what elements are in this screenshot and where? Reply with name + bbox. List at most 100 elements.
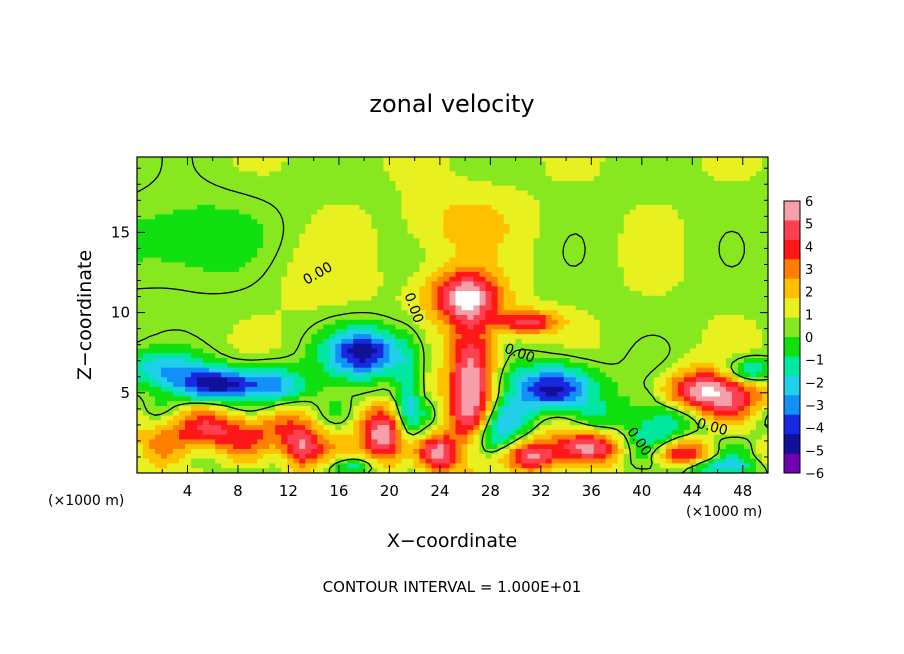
heatmap-cell bbox=[623, 214, 631, 220]
heatmap-cell bbox=[599, 315, 607, 321]
heatmap-cell bbox=[203, 310, 210, 316]
heatmap-cell bbox=[335, 214, 342, 220]
heatmap-cell bbox=[155, 324, 162, 330]
heatmap-cell bbox=[401, 276, 409, 283]
heatmap-cell bbox=[617, 319, 625, 326]
heatmap-cell bbox=[467, 291, 475, 297]
heatmap-cell bbox=[725, 238, 733, 244]
heatmap-cell bbox=[659, 362, 667, 369]
heatmap-cell bbox=[413, 180, 421, 187]
heatmap-cell bbox=[563, 204, 571, 211]
heatmap-cell bbox=[461, 295, 469, 302]
heatmap-cell bbox=[527, 315, 535, 321]
heatmap-cell bbox=[689, 233, 697, 239]
heatmap-cell bbox=[149, 281, 156, 287]
heatmap-cell bbox=[629, 209, 637, 216]
heatmap-cell bbox=[593, 204, 601, 211]
heatmap-cell bbox=[371, 190, 378, 196]
heatmap-cell bbox=[461, 180, 469, 187]
heatmap-cell bbox=[683, 334, 691, 340]
heatmap-cell bbox=[557, 358, 565, 364]
heatmap-cell bbox=[731, 247, 739, 254]
heatmap-cell bbox=[605, 224, 613, 230]
heatmap-cell bbox=[743, 271, 751, 278]
heatmap-cell bbox=[305, 195, 312, 201]
heatmap-cell bbox=[443, 319, 451, 326]
heatmap-cell bbox=[629, 262, 637, 268]
heatmap-cell bbox=[377, 310, 384, 316]
heatmap-cell bbox=[737, 200, 745, 206]
heatmap-cell bbox=[269, 224, 276, 230]
heatmap-cell bbox=[341, 267, 348, 273]
heatmap-cell bbox=[305, 209, 312, 216]
heatmap-cell bbox=[407, 372, 415, 378]
heatmap-cell bbox=[461, 281, 469, 287]
heatmap-cell bbox=[617, 238, 625, 244]
heatmap-cell bbox=[761, 247, 768, 254]
heatmap-cell bbox=[665, 281, 673, 287]
heatmap-cell bbox=[761, 243, 768, 249]
heatmap-cell bbox=[695, 286, 703, 292]
heatmap-cell bbox=[245, 358, 252, 364]
heatmap-cell bbox=[587, 305, 595, 311]
heatmap-cell bbox=[347, 329, 354, 335]
heatmap-cell bbox=[599, 190, 607, 196]
heatmap-cell bbox=[281, 185, 288, 192]
heatmap-cell bbox=[419, 209, 427, 216]
heatmap-cell bbox=[635, 257, 643, 263]
heatmap-cell bbox=[149, 348, 156, 354]
heatmap-cell bbox=[197, 166, 204, 172]
heatmap-cell bbox=[461, 353, 469, 359]
heatmap-cell bbox=[161, 324, 168, 330]
heatmap-cell bbox=[221, 329, 228, 335]
heatmap-cell bbox=[641, 257, 649, 263]
heatmap-cell bbox=[149, 161, 156, 168]
heatmap-cell bbox=[449, 238, 457, 244]
heatmap-cell bbox=[305, 382, 312, 388]
heatmap-cell bbox=[179, 185, 186, 192]
heatmap-cell bbox=[473, 315, 481, 321]
heatmap-cell bbox=[395, 329, 403, 335]
heatmap-cell bbox=[173, 310, 180, 316]
heatmap-cell bbox=[635, 238, 643, 244]
heatmap-cell bbox=[677, 334, 685, 340]
heatmap-cell bbox=[263, 310, 270, 316]
heatmap-cell bbox=[161, 200, 168, 206]
heatmap-cell bbox=[221, 157, 228, 163]
heatmap-cell bbox=[467, 319, 475, 326]
heatmap-cell bbox=[257, 334, 264, 340]
heatmap-cell bbox=[527, 324, 535, 330]
heatmap-cell bbox=[173, 224, 180, 230]
heatmap-cell bbox=[263, 262, 270, 268]
heatmap-cell bbox=[275, 271, 282, 278]
heatmap-cell bbox=[329, 224, 336, 230]
heatmap-cell bbox=[563, 161, 571, 168]
heatmap-cell bbox=[455, 286, 463, 292]
heatmap-cell bbox=[761, 238, 768, 244]
heatmap-cell bbox=[725, 295, 733, 302]
heatmap-cell bbox=[701, 190, 709, 196]
heatmap-cell bbox=[437, 180, 445, 187]
heatmap-cell bbox=[173, 200, 180, 206]
heatmap-cell bbox=[563, 176, 571, 182]
heatmap-cell bbox=[491, 324, 499, 330]
heatmap-cell bbox=[155, 372, 162, 378]
heatmap-cell bbox=[209, 338, 216, 345]
heatmap-cell bbox=[293, 310, 300, 316]
heatmap-cell bbox=[389, 348, 397, 354]
heatmap-cell bbox=[515, 300, 523, 307]
heatmap-cell bbox=[689, 247, 697, 254]
heatmap-cell bbox=[455, 334, 463, 340]
heatmap-cell bbox=[341, 185, 348, 192]
heatmap-cell bbox=[503, 334, 511, 340]
heatmap-cell bbox=[407, 195, 415, 201]
heatmap-cell bbox=[599, 286, 607, 292]
heatmap-cell bbox=[539, 286, 547, 292]
heatmap-cell bbox=[419, 315, 427, 321]
heatmap-cell bbox=[359, 305, 366, 311]
heatmap-cell bbox=[611, 295, 619, 302]
heatmap-cell bbox=[167, 219, 174, 225]
heatmap-cell bbox=[365, 204, 372, 211]
heatmap-cell bbox=[659, 185, 667, 192]
heatmap-cell bbox=[623, 315, 631, 321]
